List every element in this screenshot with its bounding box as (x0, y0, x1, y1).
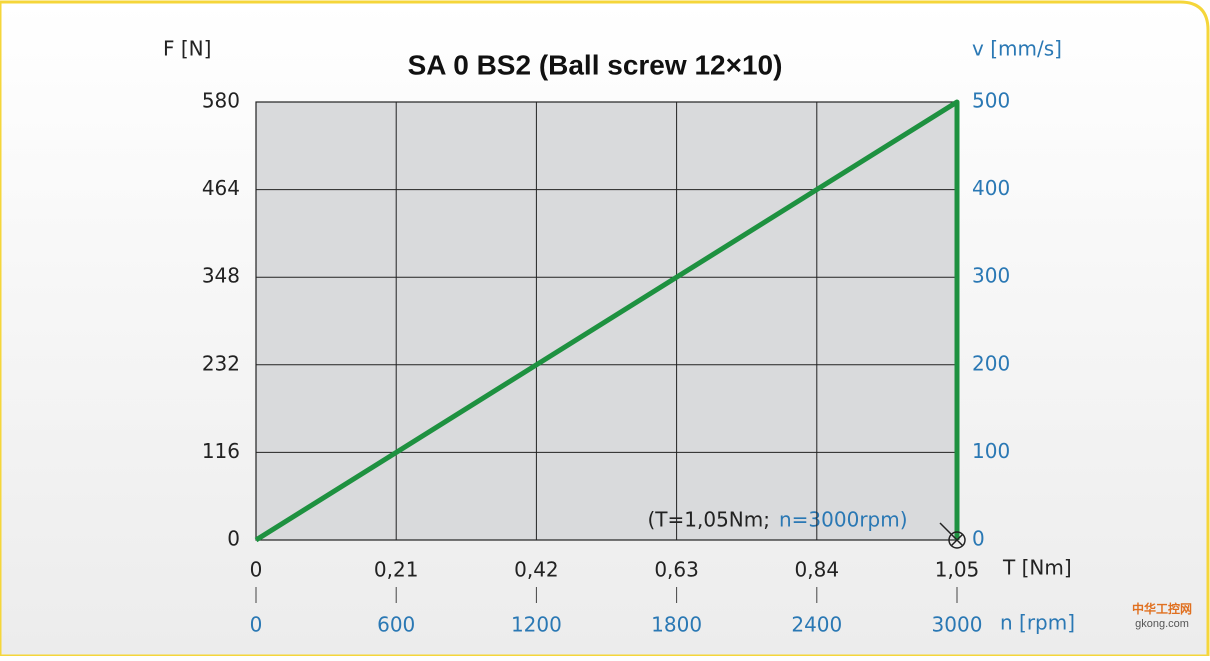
x-tick-label: 0,84 (795, 558, 840, 582)
x2-tick-label: 2400 (791, 613, 842, 637)
y2-tick-label: 100 (972, 439, 1010, 463)
y-tick-label: 116 (202, 439, 240, 463)
y2-tick-label: 400 (972, 176, 1010, 200)
y-tick-label: 0 (227, 527, 240, 551)
annotation: n=3000rpm) (779, 508, 908, 532)
y2-tick-label: 0 (972, 527, 985, 551)
y2-tick-label: 300 (972, 264, 1010, 288)
y-tick-label: 348 (202, 264, 240, 288)
end-marker (948, 531, 966, 549)
y-axis-label: F [N] (163, 37, 211, 61)
x-axis-label: T [Nm] (1002, 556, 1072, 580)
annotation: (T=1,05Nm; (648, 508, 771, 532)
x2-tick-label: 3000 (932, 613, 983, 637)
x-tick-label: 1,05 (935, 558, 980, 582)
x-tick-label: 0,42 (514, 558, 559, 582)
data-line (254, 99, 960, 543)
y-tick-label: 232 (202, 351, 240, 375)
x2-tick-label: 1800 (651, 613, 702, 637)
y2-tick-label: 200 (972, 351, 1010, 375)
y-tick-label: 464 (202, 176, 240, 200)
watermark: gkong.com (1135, 618, 1189, 630)
y2-axis-label: v [mm/s] (972, 37, 1062, 61)
y-tick-label: 580 (202, 89, 240, 113)
x-tick-label: 0,63 (654, 558, 699, 582)
x2-tick-label: 0 (250, 613, 263, 637)
x2-axis-label: n [rpm] (1000, 611, 1075, 635)
chart-title: SA 0 BS2 (Ball screw 12×10) (408, 49, 783, 80)
x2-tick-label: 1200 (511, 613, 562, 637)
y2-tick-label: 500 (972, 89, 1010, 113)
watermark: 中华工控网 (1132, 601, 1192, 616)
annotation-leader (939, 522, 952, 535)
x-tick-label: 0,21 (374, 558, 419, 582)
end-marker-cross (950, 533, 964, 547)
x-tick-label: 0 (250, 558, 263, 582)
x2-tick-label: 600 (377, 613, 415, 637)
